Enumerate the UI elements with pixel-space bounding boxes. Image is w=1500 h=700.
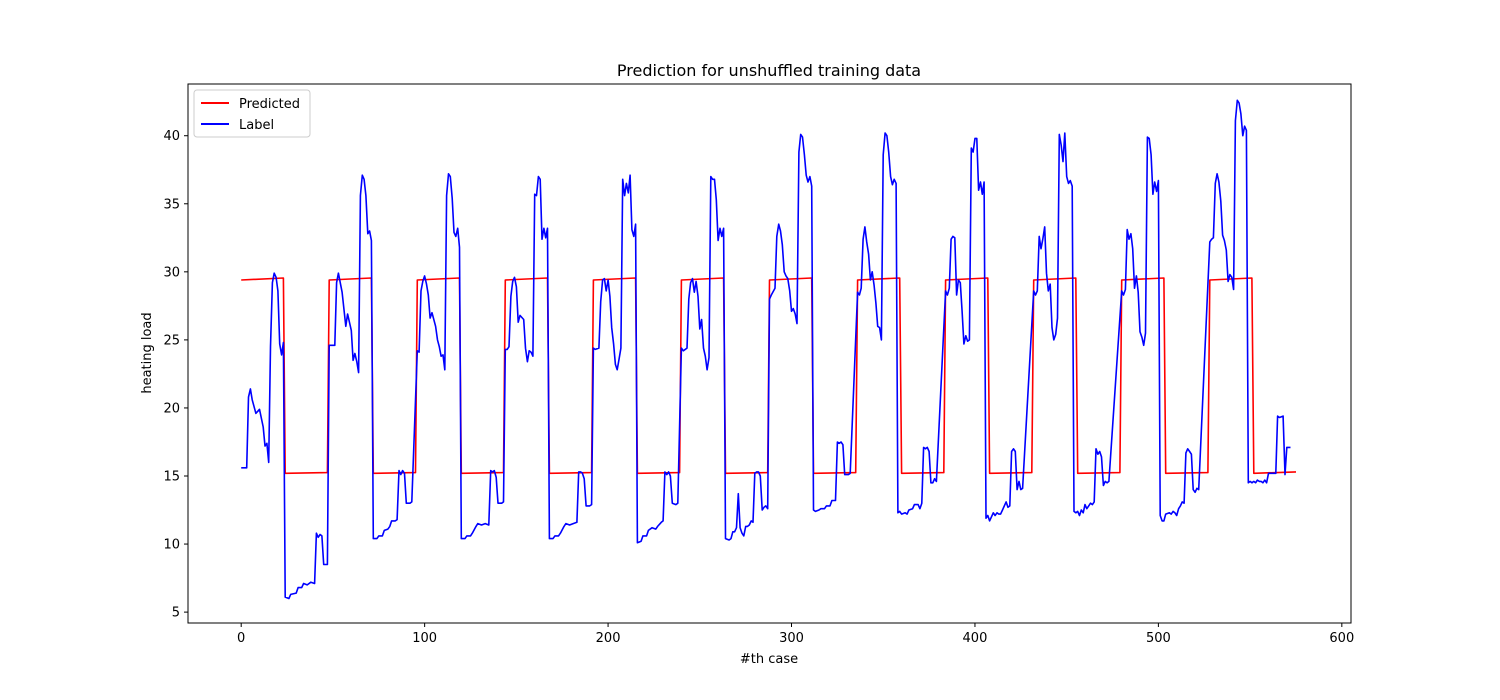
y-tick-label: 30 — [163, 265, 180, 280]
x-tick-label: 100 — [412, 631, 437, 646]
legend-label-label: Label — [239, 118, 274, 133]
y-tick-label: 15 — [163, 470, 180, 485]
x-tick-label: 0 — [237, 631, 245, 646]
y-tick-label: 10 — [163, 538, 180, 553]
y-tick-label: 25 — [163, 333, 180, 348]
legend-box — [193, 89, 311, 138]
chart-title: Prediction for unshuffled training data — [617, 61, 921, 80]
x-tick-label: 300 — [779, 631, 804, 646]
legend: Predicted Label — [193, 89, 311, 138]
y-tick-label: 5 — [172, 606, 180, 621]
x-axis: 0 100 200 300 400 500 600 — [237, 623, 1354, 646]
plot-frame — [187, 83, 1352, 624]
x-tick-label: 400 — [963, 631, 988, 646]
plot-area — [241, 99, 1297, 600]
series-line-label — [241, 99, 1291, 600]
x-axis-label: #th case — [740, 652, 798, 667]
y-tick-label: 20 — [163, 401, 180, 416]
y-axis: 5 10 15 20 25 30 35 40 — [163, 129, 188, 621]
y-tick-label: 40 — [163, 129, 180, 144]
legend-label-predicted: Predicted — [239, 97, 300, 112]
x-tick-label: 500 — [1146, 631, 1171, 646]
x-tick-label: 200 — [596, 631, 621, 646]
y-axis-label: heating load — [140, 312, 155, 393]
y-tick-label: 35 — [163, 197, 180, 212]
x-tick-label: 600 — [1329, 631, 1354, 646]
